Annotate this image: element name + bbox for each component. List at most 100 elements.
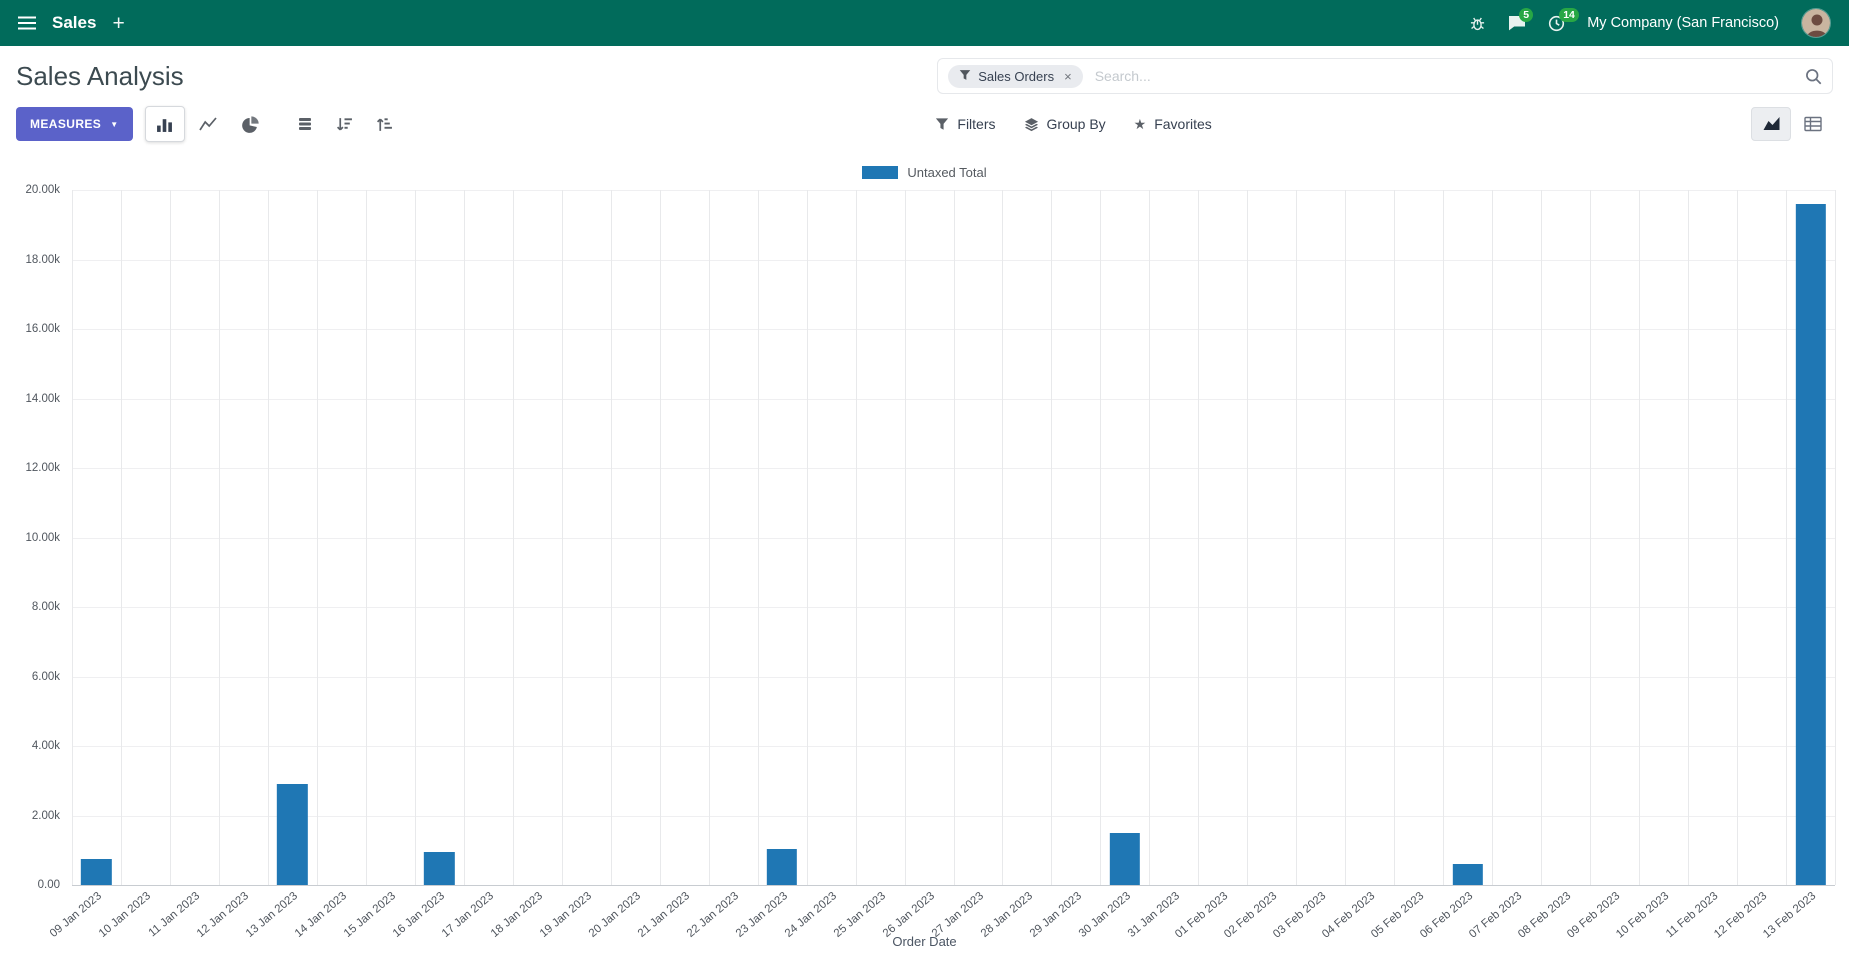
x-tick-label: 28 Jan 2023 bbox=[978, 890, 1035, 940]
search-input[interactable] bbox=[1092, 67, 1795, 85]
chart-type-group bbox=[144, 106, 271, 142]
v-gridline bbox=[365, 190, 367, 885]
menu-icon[interactable] bbox=[18, 16, 36, 30]
legend-label: Untaxed Total bbox=[907, 164, 987, 180]
v-gridline bbox=[1492, 190, 1494, 885]
x-tick-label: 26 Jan 2023 bbox=[880, 890, 937, 940]
v-gridline bbox=[1786, 190, 1788, 885]
y-tick-label: 20.00k bbox=[25, 184, 60, 196]
app-name[interactable]: Sales bbox=[52, 13, 97, 32]
y-tick-label: 6.00k bbox=[31, 670, 60, 683]
v-gridline bbox=[659, 190, 661, 885]
facet-remove-icon[interactable]: × bbox=[1064, 68, 1072, 84]
search-bar[interactable]: Sales Orders × bbox=[937, 58, 1833, 94]
v-gridline bbox=[1296, 190, 1298, 885]
x-tick-label: 13 Jan 2023 bbox=[243, 890, 301, 940]
y-tick-label: 12.00k bbox=[25, 462, 60, 474]
y-tick-label: 4.00k bbox=[31, 740, 60, 752]
bar-chart-button[interactable] bbox=[144, 106, 185, 142]
v-gridline bbox=[806, 190, 808, 885]
bar-23-jan-2023[interactable] bbox=[766, 848, 798, 885]
bar-16-jan-2023[interactable] bbox=[424, 852, 455, 885]
pie-chart-button[interactable] bbox=[231, 106, 271, 142]
x-tick-label: 16 Jan 2023 bbox=[390, 890, 447, 940]
sort-ascending-button[interactable] bbox=[365, 106, 405, 142]
v-gridline bbox=[120, 190, 122, 885]
v-gridline bbox=[1051, 190, 1053, 885]
favorites-button[interactable]: ★ Favorites bbox=[1134, 116, 1212, 133]
search-icon[interactable] bbox=[1805, 68, 1822, 85]
sort-descending-button[interactable] bbox=[325, 106, 365, 142]
layers-icon bbox=[1024, 117, 1039, 132]
v-gridline bbox=[512, 190, 514, 885]
y-tick-label: 18.00k bbox=[25, 253, 60, 266]
x-tick-label: 13 Feb 2023 bbox=[1761, 890, 1819, 941]
y-tick-label: 16.00k bbox=[25, 323, 60, 335]
v-gridline bbox=[463, 190, 465, 885]
v-gridline bbox=[1198, 190, 1200, 885]
activities-badge: 14 bbox=[1559, 7, 1579, 22]
measures-button[interactable]: Measures ▼ bbox=[16, 107, 133, 141]
x-tick-label: 03 Feb 2023 bbox=[1271, 890, 1329, 941]
plot-area: 0.00 2.00k 4.00k 6.00k 8.00k 10.00k 12.00k 14.0… bbox=[25, 184, 1836, 891]
x-tick-label: 15 Jan 2023 bbox=[341, 890, 399, 940]
filters-label: Filters bbox=[957, 116, 996, 132]
y-tick-label: 2.00k bbox=[31, 809, 60, 822]
bar-13-feb-2023[interactable] bbox=[1795, 203, 1826, 885]
chevron-down-icon: ▼ bbox=[110, 119, 119, 129]
x-tick-label: 11 Feb 2023 bbox=[1663, 890, 1721, 941]
chart-legend[interactable]: Untaxed Total bbox=[0, 162, 1849, 182]
graph-view-button[interactable] bbox=[1751, 107, 1791, 141]
y-tick-label: 8.00k bbox=[31, 601, 60, 613]
favorites-label: Favorites bbox=[1154, 116, 1212, 132]
v-gridline bbox=[1443, 190, 1445, 885]
v-gridline bbox=[1590, 190, 1592, 885]
x-tick-label: 06 Feb 2023 bbox=[1418, 890, 1476, 941]
filter-icon bbox=[935, 117, 949, 131]
messages-icon[interactable]: 5 bbox=[1508, 8, 1534, 31]
control-panel: Sales Analysis Sales Orders × Measures ▼ bbox=[0, 46, 1849, 148]
y-tick-label: 10.00k bbox=[25, 531, 60, 544]
avatar[interactable] bbox=[1801, 8, 1831, 38]
x-tick-label: 10 Feb 2023 bbox=[1614, 890, 1672, 941]
group-by-button[interactable]: Group By bbox=[1024, 116, 1106, 132]
plus-icon[interactable]: + bbox=[112, 11, 125, 35]
view-switcher bbox=[1751, 107, 1833, 141]
v-gridline bbox=[708, 190, 710, 885]
facet-label: Sales Orders bbox=[978, 68, 1055, 84]
v-gridline bbox=[610, 190, 612, 885]
pivot-view-button[interactable] bbox=[1793, 107, 1833, 141]
x-tick-label: 14 Jan 2023 bbox=[292, 890, 350, 940]
x-tick-label: 12 Feb 2023 bbox=[1712, 890, 1770, 941]
company-switcher[interactable]: My Company (San Francisco) bbox=[1587, 15, 1779, 31]
x-tick-label: 09 Jan 2023 bbox=[47, 890, 105, 940]
v-gridline bbox=[1541, 190, 1543, 885]
bar-13-jan-2023[interactable] bbox=[277, 784, 308, 885]
x-tick-label: 23 Jan 2023 bbox=[733, 890, 790, 940]
search-facet[interactable]: Sales Orders × bbox=[948, 64, 1083, 88]
x-tick-label: 04 Feb 2023 bbox=[1320, 890, 1378, 941]
breadcrumb-row: Sales Analysis Sales Orders × bbox=[16, 58, 1833, 94]
stacked-toggle-button[interactable] bbox=[285, 106, 325, 142]
x-tick-label: 21 Jan 2023 bbox=[635, 890, 692, 940]
bar-09-jan-2023[interactable] bbox=[81, 858, 112, 885]
x-tick-label: 12 Jan 2023 bbox=[194, 890, 252, 940]
bar-30-jan-2023[interactable] bbox=[1109, 832, 1141, 885]
v-gridline bbox=[855, 190, 857, 885]
debug-icon[interactable] bbox=[1469, 15, 1486, 32]
x-tick-label: 17 Jan 2023 bbox=[439, 890, 496, 940]
v-gridline bbox=[1247, 190, 1249, 885]
filters-button[interactable]: Filters bbox=[935, 116, 996, 132]
x-tick-label: 30 Jan 2023 bbox=[1076, 890, 1133, 940]
facet-filter-icon bbox=[959, 69, 971, 84]
messages-badge: 5 bbox=[1519, 8, 1534, 22]
x-tick-label: 24 Jan 2023 bbox=[782, 890, 839, 940]
bar-06-feb-2023[interactable] bbox=[1452, 864, 1483, 885]
v-gridline bbox=[1100, 190, 1102, 885]
v-gridline bbox=[414, 190, 416, 885]
x-tick-label: 27 Jan 2023 bbox=[929, 890, 986, 940]
x-tick-label: 11 Jan 2023 bbox=[146, 890, 203, 940]
v-gridline bbox=[1688, 190, 1690, 885]
activities-icon[interactable]: 14 bbox=[1548, 7, 1579, 32]
line-chart-button[interactable] bbox=[188, 106, 228, 142]
